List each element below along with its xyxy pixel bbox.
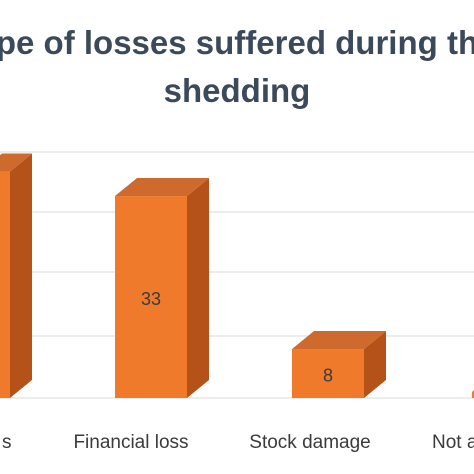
- x-axis-tick-labels: s Financial loss Stock damage Not a: [2, 432, 474, 453]
- bar: [472, 391, 474, 398]
- bar-side: [10, 153, 32, 398]
- bar-top: [115, 178, 209, 197]
- x-tick-label: s: [2, 432, 12, 453]
- x-tick-label: Not a: [432, 432, 474, 453]
- bar: [0, 171, 10, 398]
- bar-top: [292, 331, 386, 350]
- chart-title-line-2: shedding: [163, 72, 311, 109]
- data-label: 33: [141, 289, 161, 309]
- bar: [292, 349, 364, 398]
- chart-title-text-1: pe of losses suffered during th: [0, 24, 474, 61]
- bars: [0, 153, 474, 398]
- bar: [115, 196, 187, 398]
- data-label: 8: [323, 366, 333, 386]
- x-tick-label: Financial loss: [73, 432, 188, 453]
- bar-top: [0, 153, 32, 172]
- bar-side: [187, 178, 209, 398]
- data-labels: 33 8: [141, 289, 333, 386]
- x-tick-label: Stock damage: [249, 432, 370, 453]
- bar-side: [364, 331, 386, 398]
- gridlines: [0, 151, 474, 399]
